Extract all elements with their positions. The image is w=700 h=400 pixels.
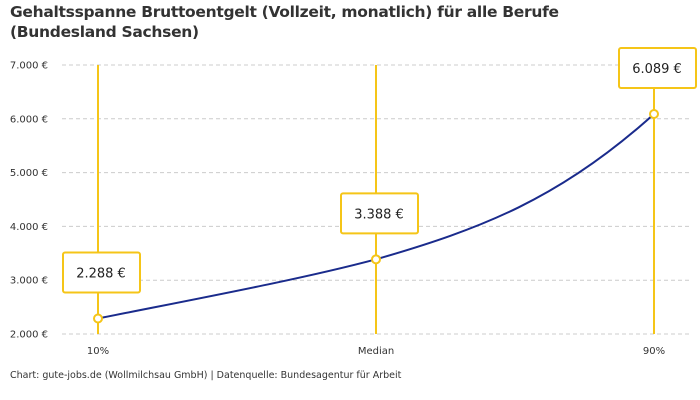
- data-label: 3.388 €: [354, 207, 404, 222]
- data-label-box: [62, 251, 141, 294]
- data-label: 6.089 €: [632, 62, 682, 77]
- y-tick-label: 7.000 €: [10, 61, 48, 72]
- data-label: 2.288 €: [76, 267, 126, 282]
- data-point: [93, 313, 103, 324]
- y-tick-label: 4.000 €: [10, 222, 48, 233]
- data-point: [649, 109, 659, 120]
- y-tick-label: 5.000 €: [10, 168, 48, 179]
- y-tick-label: 2.000 €: [10, 330, 48, 341]
- data-label-box: [340, 192, 419, 235]
- chart-source-footer: Chart: gute-jobs.de (Wollmilchsau GmbH) …: [10, 370, 402, 381]
- chart-title: Gehaltsspanne Bruttoentgelt (Vollzeit, m…: [10, 3, 559, 41]
- y-tick-label: 3.000 €: [10, 276, 48, 287]
- x-tick-label: 90%: [643, 346, 665, 357]
- y-tick-label: 6.000 €: [10, 114, 48, 125]
- data-point: [371, 254, 381, 265]
- x-tick-label: 10%: [87, 346, 109, 357]
- x-tick-label: Median: [358, 346, 394, 357]
- data-label-box: [618, 47, 697, 90]
